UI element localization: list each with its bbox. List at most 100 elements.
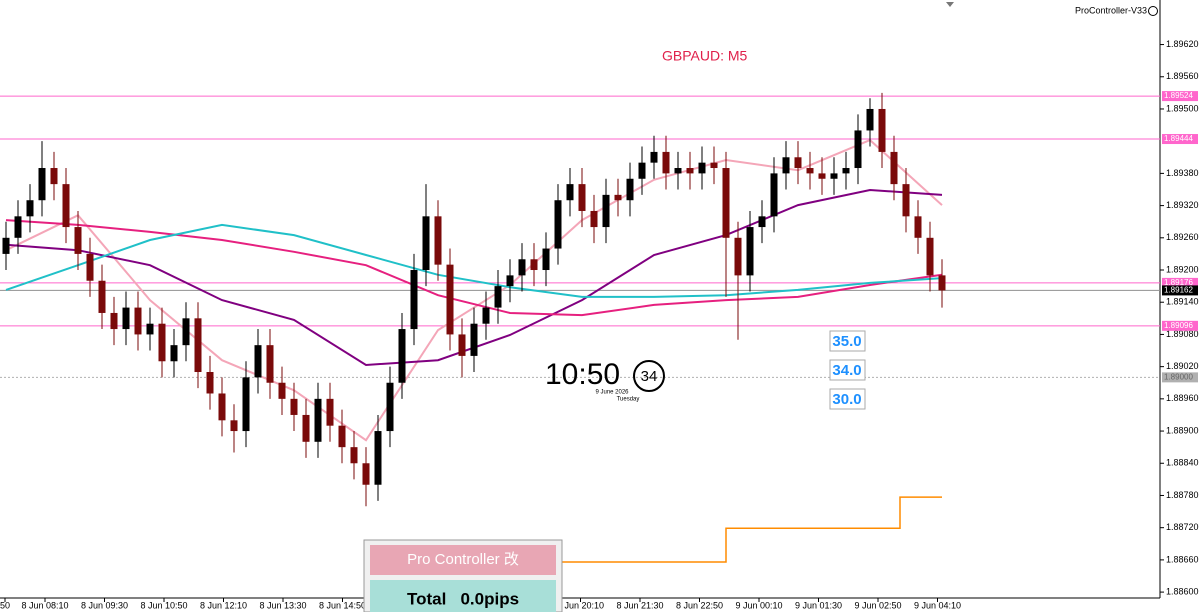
panel-title: Pro Controller 改: [407, 551, 519, 568]
y-tick-label: 1.89200: [1166, 264, 1199, 274]
y-tick-label: 1.88840: [1166, 458, 1199, 468]
candle-body: [242, 377, 250, 432]
x-tick-label: 8 Jun 22:50: [676, 600, 723, 610]
candle-body: [650, 151, 658, 163]
candle-body: [338, 425, 346, 448]
y-tick-label: 1.89140: [1166, 297, 1199, 307]
moving-average: [5, 219, 943, 317]
x-tick-label: 9 Jun 01:30: [795, 600, 842, 610]
candle-body: [290, 398, 298, 415]
y-tick-label: 1.88660: [1166, 554, 1199, 564]
y-tick-label: 1.88960: [1166, 393, 1199, 403]
level-label-box: [1162, 320, 1198, 331]
level-label: 1.89162: [1164, 286, 1193, 295]
candle-body: [38, 168, 46, 201]
candle-body: [758, 216, 766, 228]
candle-body: [314, 398, 322, 442]
candle-body: [710, 162, 718, 169]
candle-body: [266, 345, 274, 383]
candle-body: [890, 151, 898, 185]
x-tick-label: 50: [0, 600, 10, 610]
candle-body: [230, 420, 238, 432]
candle-body: [494, 286, 502, 308]
chart-title: GBPAUD: M5: [662, 48, 748, 64]
candle-body: [362, 463, 370, 485]
candle-body: [86, 253, 94, 281]
level-value: 30.0: [832, 391, 861, 408]
candle-body: [830, 173, 838, 179]
panel-total: [370, 580, 556, 612]
candle-body: [806, 168, 814, 174]
candle-body: [398, 329, 406, 383]
level-label-box: [1162, 372, 1198, 383]
candle-body: [794, 157, 802, 169]
candle-body: [914, 216, 922, 238]
candle-body: [818, 173, 826, 179]
panel-header[interactable]: [370, 545, 556, 575]
candle-body: [302, 414, 310, 442]
seconds-ring: [633, 360, 665, 392]
indicator-name: ProController-V33: [1075, 5, 1147, 15]
candle-body: [590, 210, 598, 228]
candle-body: [734, 237, 742, 276]
y-tick-label: 1.88720: [1166, 522, 1199, 532]
y-tick-label: 1.89620: [1166, 39, 1199, 49]
controller-panel: Pro Controller 改 Total 0.0pips: [363, 539, 563, 612]
candle-body: [146, 323, 154, 335]
level-label: 1.89444: [1164, 134, 1193, 143]
candle-body: [518, 259, 526, 276]
x-tick-label: 8 Jun 13:30: [259, 600, 306, 610]
level-label: 1.89000: [1164, 372, 1193, 381]
x-tick-label: 8 Jun 20:10: [557, 600, 604, 610]
candle-body: [554, 200, 562, 249]
candle-body: [122, 307, 130, 330]
candle-body: [722, 168, 730, 238]
candle-body: [218, 393, 226, 421]
y-tick-label: 1.88600: [1166, 586, 1199, 596]
candle-body: [902, 184, 910, 217]
candle-body: [254, 345, 262, 378]
candle-body: [602, 194, 610, 228]
candle-body: [350, 447, 358, 464]
x-tick-label: 9 Jun 04:10: [914, 600, 961, 610]
candle-body: [2, 237, 10, 254]
level-label-box: [1162, 285, 1198, 296]
clock-time: 10:50: [545, 358, 620, 391]
candle-body: [542, 248, 550, 271]
y-tick-label: 1.89380: [1166, 168, 1199, 178]
x-tick-label: 8 Jun 21:30: [616, 600, 663, 610]
candle-body: [26, 200, 34, 217]
x-tick-label: 9 Jun 00:10: [735, 600, 782, 610]
level-box: [829, 388, 866, 410]
candle-body: [662, 151, 670, 174]
candle-body: [158, 323, 166, 362]
candle-body: [206, 372, 214, 394]
levels-panel: 35.0 34.0 30.0: [829, 330, 866, 410]
y-tick-label: 1.89080: [1166, 329, 1199, 339]
candle-body: [698, 162, 706, 174]
candle-body: [374, 431, 382, 485]
candle-body: [614, 194, 622, 201]
candle-body: [74, 227, 82, 254]
candle-body: [746, 227, 754, 276]
candle-body: [110, 312, 118, 330]
candle-body: [170, 345, 178, 362]
y-tick-label: 1.89320: [1166, 200, 1199, 210]
y-tick-label: 1.88900: [1166, 425, 1199, 435]
candle-body: [782, 157, 790, 174]
candle-body: [194, 318, 202, 373]
candle-body: [422, 216, 430, 271]
candle-body: [638, 162, 646, 179]
candle-body: [410, 270, 418, 330]
x-tick-label: 8 Jun 10:50: [140, 600, 187, 610]
x-tick-label: 8 Jun 14:50: [319, 600, 366, 610]
level-label: 1.89096: [1164, 321, 1193, 330]
panel-total-text: Total 0.0pips: [407, 589, 519, 608]
level-box: [829, 359, 866, 381]
candle-body: [14, 216, 22, 238]
y-tick-label: 1.89020: [1166, 361, 1199, 371]
candle-body: [506, 275, 514, 287]
candle-body: [470, 323, 478, 356]
